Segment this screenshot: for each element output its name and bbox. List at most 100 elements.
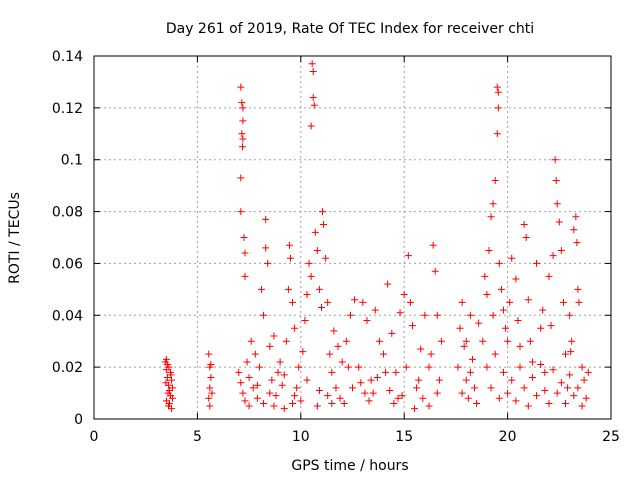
data-point: [398, 392, 406, 400]
data-point: [568, 337, 576, 345]
data-point: [332, 384, 340, 392]
data-point: [310, 101, 318, 109]
data-point: [309, 93, 317, 101]
data-point: [322, 254, 330, 262]
data-point: [582, 394, 590, 402]
data-point: [394, 394, 402, 402]
data-point: [165, 363, 173, 371]
data-point: [311, 228, 319, 236]
data-point: [552, 176, 560, 184]
data-point: [208, 389, 216, 397]
data-point: [280, 371, 288, 379]
data-point: [454, 363, 462, 371]
x-tick-label: 15: [395, 429, 413, 445]
data-point: [547, 322, 555, 330]
data-point: [570, 392, 578, 400]
data-point: [499, 368, 507, 376]
data-point: [369, 389, 377, 397]
data-point: [411, 405, 419, 413]
data-point: [168, 376, 176, 384]
data-point: [575, 298, 583, 306]
data-point: [483, 291, 491, 299]
data-point: [162, 379, 170, 387]
data-point: [245, 374, 253, 382]
data-point: [326, 350, 334, 358]
data-point: [237, 379, 245, 387]
data-point: [494, 104, 502, 112]
data-point: [483, 363, 491, 371]
data-point: [551, 156, 559, 164]
data-point: [545, 399, 553, 407]
data-point: [504, 389, 512, 397]
data-point: [167, 371, 175, 379]
data-point: [471, 384, 479, 392]
data-point: [324, 392, 332, 400]
data-point: [533, 259, 541, 267]
data-point: [541, 368, 549, 376]
data-point: [473, 399, 481, 407]
data-point: [363, 316, 371, 324]
x-tick-label: 5: [193, 429, 202, 445]
data-point: [566, 311, 574, 319]
data-point: [264, 259, 272, 267]
data-point: [309, 68, 317, 76]
data-point: [328, 368, 336, 376]
data-point: [371, 306, 379, 314]
data-point: [238, 130, 246, 138]
data-point: [555, 218, 563, 226]
data-point: [537, 361, 545, 369]
axis-ticks: 0 5 10 15 20 25 0 0.02 0.04 0.06 0.08 0.1 0.12 0.14: [52, 49, 620, 445]
data-point: [340, 399, 348, 407]
data-point: [516, 342, 524, 350]
data-point: [164, 389, 172, 397]
data-point: [258, 285, 266, 293]
data-point: [570, 226, 578, 234]
data-point: [553, 389, 561, 397]
data-point: [458, 298, 466, 306]
data-point: [493, 83, 501, 91]
data-point: [421, 311, 429, 319]
data-point: [205, 394, 213, 402]
data-point: [289, 399, 297, 407]
data-point: [487, 384, 495, 392]
data-point: [355, 363, 363, 371]
data-point: [479, 337, 487, 345]
data-point: [301, 316, 309, 324]
data-point: [357, 379, 365, 387]
data-point: [384, 280, 392, 288]
data-point: [247, 337, 255, 345]
data-point: [520, 221, 528, 229]
data-point: [489, 200, 497, 208]
data-point: [291, 324, 299, 332]
data-point: [458, 389, 466, 397]
data-point: [237, 83, 245, 91]
y-tick-label: 0.12: [52, 101, 83, 117]
data-point: [408, 322, 416, 330]
data-point: [431, 267, 439, 275]
y-tick-label: 0: [74, 412, 83, 428]
data-point: [485, 246, 493, 254]
data-point: [516, 363, 524, 371]
data-point: [272, 392, 280, 400]
data-point: [489, 311, 497, 319]
data-point: [295, 363, 303, 371]
data-point: [238, 99, 246, 107]
data-point: [578, 402, 586, 410]
data-point: [253, 381, 261, 389]
data-point: [262, 215, 270, 223]
data-point: [386, 386, 394, 394]
data-point: [241, 272, 249, 280]
data-point: [285, 241, 293, 249]
data-point: [419, 394, 427, 402]
data-point: [460, 342, 468, 350]
data-point: [359, 298, 367, 306]
data-point: [276, 358, 284, 366]
data-point: [291, 392, 299, 400]
data-point: [280, 405, 288, 413]
data-point: [237, 174, 245, 182]
data-point: [162, 355, 170, 363]
data-point: [390, 399, 398, 407]
data-point: [338, 358, 346, 366]
data-point: [427, 350, 435, 358]
